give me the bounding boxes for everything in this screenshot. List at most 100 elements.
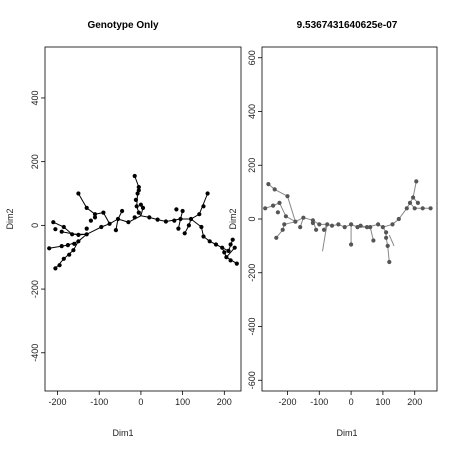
data-point — [325, 222, 330, 227]
data-point — [101, 210, 106, 215]
data-point — [84, 232, 89, 237]
data-point — [321, 227, 327, 232]
data-point — [230, 237, 235, 242]
data-point — [228, 258, 233, 263]
y-axis-label-left: Dim2 — [5, 208, 15, 229]
y-tick-label: -600 — [247, 371, 257, 389]
data-point — [51, 220, 56, 225]
data-point — [412, 206, 417, 211]
y-tick-label: -400 — [30, 344, 40, 362]
data-point — [201, 204, 206, 209]
panel-genotype-only: Genotype Only -200 -100 0 100 200 -400 -200 0 2… — [5, 20, 242, 438]
data-point — [329, 223, 335, 228]
data-point — [336, 222, 341, 227]
data-point — [76, 191, 81, 196]
data-point — [266, 182, 271, 187]
data-point — [220, 245, 225, 250]
data-point — [415, 200, 420, 205]
data-point — [84, 205, 89, 210]
x-tick-label: -200 — [49, 397, 67, 407]
data-point — [277, 200, 282, 205]
data-point — [380, 225, 385, 230]
data-point — [53, 266, 58, 271]
data-point — [133, 197, 138, 202]
data-point — [67, 252, 72, 257]
data-point — [155, 217, 160, 222]
data-point — [61, 256, 66, 261]
y-tick-label: 200 — [247, 158, 257, 173]
tree-edge — [268, 183, 296, 222]
data-point — [59, 244, 64, 249]
data-point — [57, 263, 62, 268]
data-point — [298, 225, 303, 230]
data-point — [226, 248, 231, 253]
data-point — [188, 216, 194, 222]
data-point — [178, 216, 183, 222]
data-point — [317, 222, 322, 227]
data-point — [72, 241, 77, 246]
data-point — [364, 225, 370, 230]
data-point — [228, 242, 233, 247]
data-point — [387, 259, 392, 265]
data-point — [283, 214, 288, 219]
x-tick-label: -200 — [278, 397, 296, 407]
data-point — [205, 191, 210, 196]
data-point — [76, 232, 81, 237]
data-point — [134, 204, 139, 209]
x-tick-label: 0 — [138, 397, 143, 407]
tree-edge — [226, 247, 236, 258]
data-point — [120, 208, 125, 214]
data-point — [199, 224, 204, 230]
data-point — [274, 235, 279, 240]
data-point — [147, 215, 152, 220]
data-point — [76, 239, 81, 244]
data-point — [61, 224, 66, 230]
data-point — [84, 226, 89, 231]
x-tick-label: 200 — [217, 397, 232, 407]
y-tick-label: 400 — [30, 90, 40, 105]
data-point — [197, 212, 202, 217]
data-point — [113, 228, 118, 233]
data-point — [182, 231, 187, 236]
data-point — [132, 173, 137, 179]
x-axis-left: -200 -100 0 100 200 — [49, 391, 232, 407]
data-point — [414, 179, 419, 184]
data-point — [126, 220, 131, 225]
data-point — [275, 210, 280, 215]
data-point — [174, 207, 179, 212]
data-point — [71, 248, 76, 253]
data-point — [263, 206, 268, 211]
data-point — [180, 208, 185, 214]
plot-frame-right — [261, 46, 438, 392]
chart-title-right: 9.5367431640625e-07 — [297, 20, 398, 31]
data-point — [384, 230, 389, 235]
data-point — [396, 216, 401, 222]
y-tick-label: 0 — [30, 223, 40, 228]
data-point — [186, 223, 191, 228]
data-point — [213, 242, 219, 247]
points-left — [47, 173, 239, 271]
data-point — [135, 191, 140, 196]
data-point — [140, 205, 146, 210]
tree-edge — [53, 221, 87, 235]
x-tick-label: 200 — [407, 397, 422, 407]
data-point — [201, 234, 206, 239]
data-point — [92, 215, 98, 220]
data-point — [92, 212, 98, 217]
x-tick-label: 100 — [375, 397, 390, 407]
y-tick-label: -200 — [30, 280, 40, 298]
y-axis-label-right: Dim2 — [228, 208, 238, 229]
data-point — [65, 243, 70, 248]
tree-edge — [275, 221, 296, 239]
data-point — [115, 216, 121, 222]
data-point — [172, 218, 177, 223]
data-point — [176, 226, 181, 231]
data-point — [342, 225, 347, 230]
data-point — [301, 215, 306, 220]
y-axis-right: -600 -400 -200 0 200 400 600 — [247, 50, 262, 389]
data-point — [428, 206, 433, 211]
x-tick-label: -100 — [90, 397, 108, 407]
data-point — [224, 255, 229, 260]
data-point — [136, 188, 141, 193]
